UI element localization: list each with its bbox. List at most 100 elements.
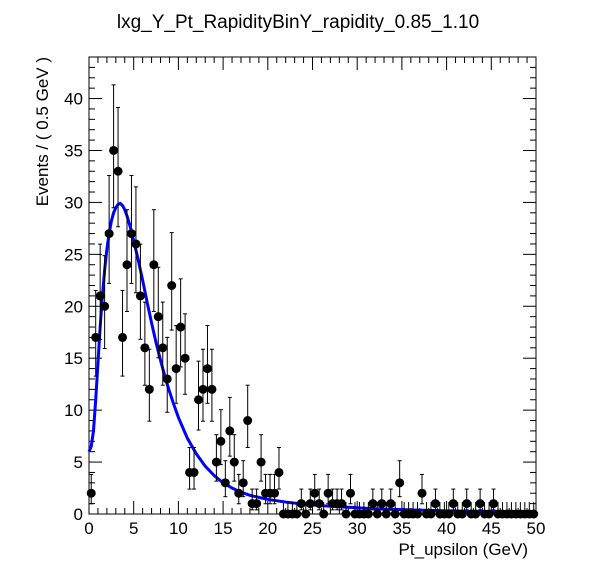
y-tick-label: 15 [64,349,83,368]
data-point [122,209,132,312]
data-point [109,84,119,209]
data-point [386,488,396,511]
data-point [225,396,235,457]
data-marker [189,467,199,477]
x-tick-label: 40 [437,519,456,538]
data-marker [91,332,101,342]
data-point [162,336,172,413]
data-marker [256,457,266,467]
x-tick-label: 15 [214,519,233,538]
data-marker [305,499,315,509]
data-marker [296,499,306,509]
data-marker [153,312,163,322]
chart-title: lxg_Y_Pt_RapidityBinY_rapidity_0.85_1.10 [117,12,479,33]
data-marker [135,291,145,301]
data-marker [475,499,485,509]
data-marker [211,457,221,467]
data-point [475,488,485,511]
data-marker [104,229,114,239]
data-point [207,348,217,422]
data-point [529,502,539,519]
data-point [91,289,101,377]
data-point [153,266,163,359]
data-point [167,232,177,331]
y-tick-label: 10 [64,401,83,420]
data-point [377,488,387,511]
x-axis-label: Pt_upsilon (GeV) [399,540,528,559]
data-marker [194,395,204,405]
data-marker [100,301,110,311]
x-tick-label: 0 [84,519,93,538]
data-point [113,106,123,228]
data-marker [144,384,154,394]
data-point [323,473,333,505]
data-point [131,186,141,294]
data-marker [448,499,458,509]
data-marker [180,353,190,363]
data-marker [310,488,320,498]
data-point [86,473,96,505]
data-point [220,460,230,498]
data-point [104,174,114,284]
data-marker [529,509,539,519]
data-marker [216,436,226,446]
data-marker [417,488,427,498]
data-point [448,488,458,511]
data-marker [390,509,400,519]
plot-frame [88,56,537,515]
data-point [296,488,306,511]
data-marker [381,509,391,519]
data-marker [386,499,396,509]
data-point [390,502,400,519]
data-point [395,460,405,498]
data-marker [372,509,382,519]
data-marker [457,509,467,519]
data-point [368,488,378,511]
y-tick-label: 20 [64,297,83,316]
data-point [171,325,181,404]
data-marker [149,260,159,270]
data-point [189,447,199,490]
data-point [194,360,204,431]
data-marker [413,509,423,519]
data-point [144,348,154,422]
data-marker [270,488,280,498]
x-tick-label: 25 [303,519,322,538]
data-marker [368,499,378,509]
data-marker [430,499,440,509]
data-marker [140,343,150,353]
x-tick-label: 45 [482,519,501,538]
y-tick-label: 30 [64,193,83,212]
data-point [243,384,253,449]
data-point [270,473,280,505]
y-tick-label: 40 [64,90,83,109]
data-marker [462,499,472,509]
data-marker [109,145,119,155]
data-marker [86,488,96,498]
data-point [462,488,472,511]
data-marker [337,499,347,509]
data-point [274,447,284,490]
data-marker [131,239,141,249]
data-marker [225,426,235,436]
data-marker [113,166,123,176]
data-point [126,174,136,284]
y-axis-label: Events / ( 0.5 GeV ) [33,57,52,206]
data-marker [171,364,181,374]
x-tick-label: 50 [527,519,546,538]
data-marker [207,384,217,394]
x-tick-label: 35 [392,519,411,538]
data-marker [95,291,105,301]
data-marker [252,499,262,509]
data-point [310,473,320,505]
x-tick-label: 30 [348,519,367,538]
data-point [314,488,324,511]
data-marker [426,509,436,519]
data-point [430,488,440,511]
data-point [305,488,315,511]
data-point [149,209,159,312]
data-point [341,502,351,519]
data-point [457,502,467,519]
data-marker [471,509,481,519]
data-marker [229,457,239,467]
